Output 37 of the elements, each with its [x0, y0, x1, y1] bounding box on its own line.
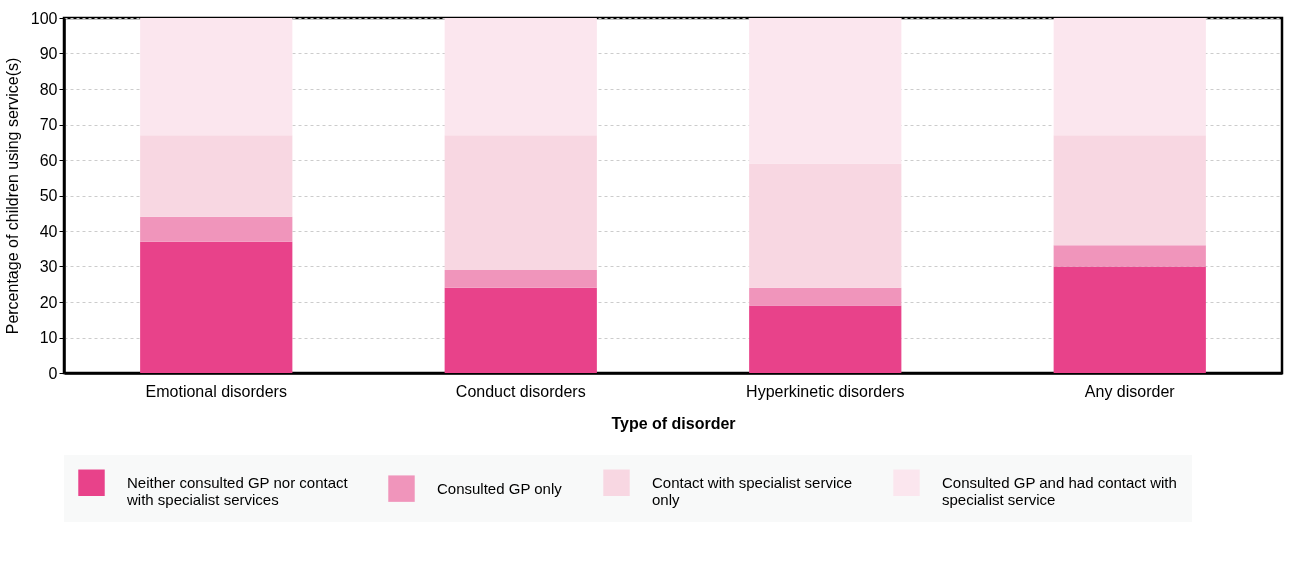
x-tick-label: Emotional disorders	[145, 382, 287, 400]
bar	[1053, 18, 1206, 136]
y-tick-label: 0	[48, 364, 58, 382]
bar	[444, 18, 597, 136]
bar	[444, 135, 597, 271]
x-axis-title: Type of disorder	[611, 414, 736, 432]
bar	[140, 18, 293, 136]
bar	[444, 270, 597, 288]
bar	[140, 216, 293, 242]
x-tick-label: Hyperkinetic disorders	[746, 382, 905, 400]
bar	[749, 163, 902, 288]
x-tick-label: Conduct disorders	[455, 382, 586, 400]
bar	[1053, 266, 1206, 373]
y-tick-label: 30	[39, 258, 58, 275]
y-tick-label: 10	[39, 329, 58, 346]
bar	[749, 305, 902, 373]
y-tick-label: 60	[39, 151, 58, 169]
y-tick-label: 80	[39, 80, 58, 98]
x-tick-label: Any disorder	[1084, 382, 1176, 400]
bar	[140, 241, 293, 373]
bar	[1053, 135, 1206, 246]
bar	[749, 18, 902, 164]
bar	[1053, 245, 1206, 267]
legend-label: Consulted GP and had contact with specialist service	[942, 473, 1177, 508]
bar	[444, 287, 597, 373]
y-tick-label: 20	[39, 293, 58, 311]
y-axis-title: Percentage of children using service(s)	[3, 57, 21, 335]
y-tick-label: 90	[39, 45, 58, 62]
y-tick-label: 50	[39, 187, 58, 204]
y-tick-label: 40	[39, 222, 58, 240]
bar	[749, 287, 902, 306]
legend-label: Contact with specialist service only	[652, 473, 853, 508]
legend-label: Neither consulted GP nor contact with specialist services	[126, 473, 349, 508]
y-tick-label: 70	[39, 116, 58, 133]
bar	[140, 135, 293, 217]
legend-label: Consulted GP only	[437, 479, 563, 497]
y-tick-label: 100	[30, 9, 58, 27]
